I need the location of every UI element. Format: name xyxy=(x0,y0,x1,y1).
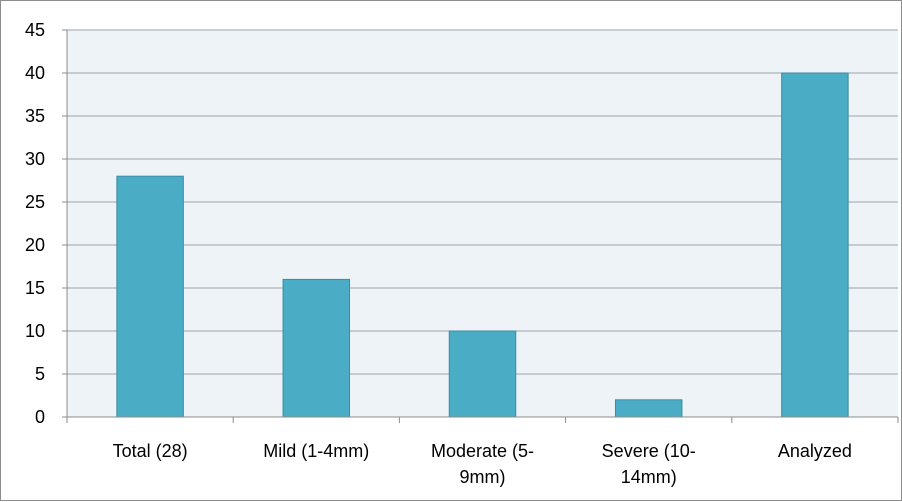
bar xyxy=(282,278,351,418)
x-tick-label: Analyzed xyxy=(778,441,852,461)
tick-labels: 0 5 10 15 20 25 30 35 40 45 Total (28) Mild (1-4mm)… xyxy=(25,20,852,487)
y-tick-label: 20 xyxy=(25,235,45,255)
y-tick-label: 45 xyxy=(25,20,45,40)
x-tick-label: 14mm) xyxy=(621,467,677,487)
x-tick-label: Mild (1-4mm) xyxy=(263,441,369,461)
y-tick-label: 30 xyxy=(25,149,45,169)
y-tick-label: 10 xyxy=(25,321,45,341)
x-tick-label: 9mm) xyxy=(460,467,506,487)
x-tick-label: Moderate (5- xyxy=(431,441,534,461)
bar xyxy=(116,175,184,418)
bar xyxy=(614,399,683,418)
bar xyxy=(781,72,849,418)
y-tick-label: 25 xyxy=(25,192,45,212)
y-tick-label: 0 xyxy=(35,407,45,427)
bars xyxy=(116,72,849,418)
y-tick-label: 35 xyxy=(25,106,45,126)
x-tick-label: Severe (10- xyxy=(602,441,696,461)
y-tick-label: 5 xyxy=(35,364,45,384)
bar xyxy=(448,330,517,418)
y-tick-label: 40 xyxy=(25,63,45,83)
y-tick-label: 15 xyxy=(25,278,45,298)
x-tick-label: Total (28) xyxy=(113,441,188,461)
axes xyxy=(66,30,899,423)
